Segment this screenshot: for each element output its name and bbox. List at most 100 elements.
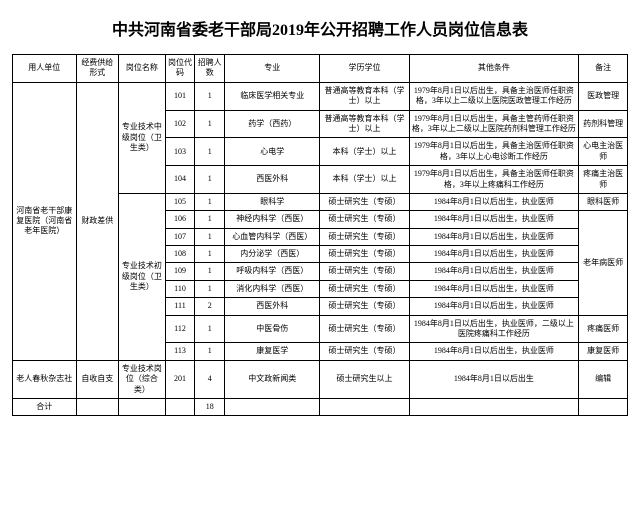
cell-num: 1: [195, 228, 225, 245]
positions-table: 用人单位 经费供给形式 岗位名称 岗位代码 招聘人数 专业 学历学位 其他条件 …: [12, 54, 628, 416]
cell-code: 103: [165, 138, 195, 166]
cell-code: 113: [165, 343, 195, 360]
cell-num: 1: [195, 343, 225, 360]
cell-note: 药剂科管理: [579, 110, 628, 138]
cell-major: 康复医学: [225, 343, 320, 360]
cell-code: 104: [165, 166, 195, 194]
col-code: 岗位代码: [165, 55, 195, 83]
cell-note: 医政管理: [579, 82, 628, 110]
cell-note-geriatric: 老年病医师: [579, 211, 628, 315]
cell-num: 1: [195, 246, 225, 263]
table-row: 老人春秋杂志社 自收自支 专业技术岗位（综合类） 201 4 中文政新闻类 硕士…: [13, 360, 628, 398]
table-total-row: 合计 18: [13, 398, 628, 415]
cell-major: 中文政新闻类: [225, 360, 320, 398]
cell-fund: 财政差供: [76, 82, 118, 360]
col-post: 岗位名称: [119, 55, 166, 83]
cell-code: 110: [165, 280, 195, 297]
cell-num: 1: [195, 280, 225, 297]
cell-major: 心血管内科学（西医）: [225, 228, 320, 245]
cell-other: 1984年8月1日以后出生，执业医师: [409, 298, 579, 315]
cell-num: 1: [195, 110, 225, 138]
cell-empty: [76, 398, 118, 415]
cell-num: 2: [195, 298, 225, 315]
cell-total-num: 18: [195, 398, 225, 415]
cell-post2: 专业技术岗位（综合类）: [119, 360, 166, 398]
cell-edu: 本科（学士）以上: [320, 166, 409, 194]
cell-other: 1984年8月1日以后出生，执业医师: [409, 228, 579, 245]
cell-code: 109: [165, 263, 195, 280]
cell-num: 1: [195, 193, 225, 210]
cell-major: 眼科学: [225, 193, 320, 210]
cell-major: 临床医学相关专业: [225, 82, 320, 110]
cell-num: 4: [195, 360, 225, 398]
cell-note: 眼科医师: [579, 193, 628, 210]
cell-code: 111: [165, 298, 195, 315]
cell-note: 心电主治医师: [579, 138, 628, 166]
cell-major: 心电学: [225, 138, 320, 166]
cell-empty: [409, 398, 579, 415]
cell-note: 疼痛主治医师: [579, 166, 628, 194]
cell-code: 101: [165, 82, 195, 110]
cell-major: 呼吸内科学（西医）: [225, 263, 320, 280]
cell-code: 105: [165, 193, 195, 210]
cell-major: 神经内科学（西医）: [225, 211, 320, 228]
cell-note: 康复医师: [579, 343, 628, 360]
page-title: 中共河南省委老干部局2019年公开招聘工作人员岗位信息表: [12, 16, 628, 40]
cell-code: 201: [165, 360, 195, 398]
cell-num: 1: [195, 82, 225, 110]
cell-other: 1984年8月1日以后出生，执业医师: [409, 193, 579, 210]
cell-code: 108: [165, 246, 195, 263]
cell-fund2: 自收自支: [76, 360, 118, 398]
cell-edu: 普通高等教育本科（学士）以上: [320, 110, 409, 138]
cell-note: 疼痛医师: [579, 315, 628, 343]
cell-empty: [579, 398, 628, 415]
cell-code: 102: [165, 110, 195, 138]
cell-other: 1984年8月1日以后出生，执业医师: [409, 263, 579, 280]
col-num: 招聘人数: [195, 55, 225, 83]
cell-edu: 硕士研究生（专硕）: [320, 280, 409, 297]
cell-edu: 硕士研究生（专硕）: [320, 228, 409, 245]
cell-edu: 本科（学士）以上: [320, 138, 409, 166]
cell-other: 1984年8月1日以后出生，执业医师: [409, 280, 579, 297]
cell-code: 107: [165, 228, 195, 245]
cell-code: 106: [165, 211, 195, 228]
cell-empty: [225, 398, 320, 415]
cell-other: 1979年8月1日以后出生，具备主治医师任职资格，3年以上心电诊断工作经历: [409, 138, 579, 166]
cell-num: 1: [195, 166, 225, 194]
cell-edu: 硕士研究生（专硕）: [320, 343, 409, 360]
cell-edu: 硕士研究生（专硕）: [320, 193, 409, 210]
cell-other: 1979年8月1日以后出生，具备主治医师任职资格，3年以上疼痛科工作经历: [409, 166, 579, 194]
cell-edu: 硕士研究生以上: [320, 360, 409, 398]
cell-major: 内分泌学（西医）: [225, 246, 320, 263]
col-unit: 用人单位: [13, 55, 77, 83]
col-note: 备注: [579, 55, 628, 83]
cell-edu: 硕士研究生（专硕）: [320, 211, 409, 228]
cell-other: 1984年8月1日以后出生，执业医师: [409, 246, 579, 263]
cell-post-mid: 专业技术中级岗位（卫生类）: [119, 82, 166, 193]
cell-other: 1984年8月1日以后出生，执业医师: [409, 211, 579, 228]
cell-num: 1: [195, 138, 225, 166]
cell-unit: 河南省老干部康复医院（河南省老年医院）: [13, 82, 77, 360]
cell-num: 1: [195, 263, 225, 280]
cell-other: 1984年8月1日以后出生，执业医师，二级以上医院疼痛科工作经历: [409, 315, 579, 343]
cell-major: 西医外科: [225, 166, 320, 194]
cell-major: 西医外科: [225, 298, 320, 315]
col-major: 专业: [225, 55, 320, 83]
cell-edu: 硕士研究生（专硕）: [320, 298, 409, 315]
cell-total-label: 合计: [13, 398, 77, 415]
table-header-row: 用人单位 经费供给形式 岗位名称 岗位代码 招聘人数 专业 学历学位 其他条件 …: [13, 55, 628, 83]
cell-post-low: 专业技术初级岗位（卫生类）: [119, 193, 166, 360]
cell-note: 编辑: [579, 360, 628, 398]
col-fund: 经费供给形式: [76, 55, 118, 83]
col-edu: 学历学位: [320, 55, 409, 83]
table-row: 河南省老干部康复医院（河南省老年医院） 财政差供 专业技术中级岗位（卫生类） 1…: [13, 82, 628, 110]
cell-num: 1: [195, 315, 225, 343]
cell-edu: 硕士研究生（专硕）: [320, 246, 409, 263]
cell-empty: [165, 398, 195, 415]
cell-edu: 普通高等教育本科（学士）以上: [320, 82, 409, 110]
cell-edu: 硕士研究生（专硕）: [320, 263, 409, 280]
cell-code: 112: [165, 315, 195, 343]
cell-empty: [119, 398, 166, 415]
cell-unit2: 老人春秋杂志社: [13, 360, 77, 398]
cell-major: 药学（西药）: [225, 110, 320, 138]
